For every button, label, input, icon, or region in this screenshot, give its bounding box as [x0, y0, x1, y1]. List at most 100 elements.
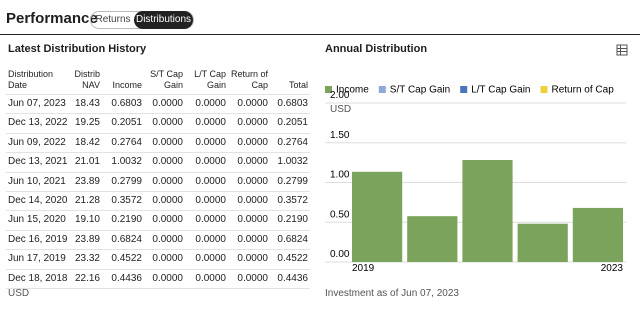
- table-cell: 0.0000: [237, 233, 268, 245]
- table-cell: 0.2190: [277, 214, 308, 226]
- table-cell: 0.0000: [195, 136, 226, 148]
- table-cell: Dec 14, 2020: [8, 195, 68, 206]
- table-cell: 0.0000: [237, 175, 268, 187]
- table-cell: 0.0000: [195, 233, 226, 245]
- table-cell: 0.2190: [111, 214, 142, 226]
- row-divider: [6, 152, 310, 154]
- page-title: Performance: [6, 10, 98, 27]
- table-cell: 0.0000: [152, 156, 183, 168]
- section-title: Latest Distribution History: [8, 43, 147, 55]
- y-tick-label: 1.50: [330, 130, 350, 141]
- tab-active[interactable]: Distributions: [134, 11, 193, 29]
- table-cell: Dec 13, 2022: [8, 117, 68, 129]
- row-divider: [6, 191, 310, 192]
- table-cell: 1.0032: [111, 156, 142, 168]
- table-cell: 0.0000: [237, 214, 268, 226]
- legend-label: L/T Cap Gain: [471, 85, 530, 96]
- table-cell: 23.89: [74, 233, 100, 245]
- table-cell: 0.0000: [237, 272, 268, 284]
- table-cell: Jun 17, 2019: [8, 253, 66, 265]
- column-header: Total: [288, 80, 308, 90]
- table-cell: 0.6803: [277, 98, 308, 109]
- row-divider: [6, 268, 310, 270]
- y-tick-label: 0.50: [330, 209, 350, 220]
- table-cell: 1.0032: [277, 156, 308, 168]
- y-unit: USD: [330, 104, 351, 115]
- table-cell: 0.0000: [237, 117, 268, 129]
- row-divider: [6, 171, 310, 173]
- table-cell: 0.2764: [111, 136, 142, 148]
- bar: [572, 207, 623, 262]
- tab[interactable]: Returns: [95, 14, 131, 25]
- table-cell: Jun 15, 2020: [8, 214, 66, 226]
- table-cell: 0.4522: [277, 253, 308, 265]
- legend-swatch: [460, 86, 468, 93]
- table-cell: 0.2051: [111, 117, 142, 129]
- table-cell: 0.0000: [195, 272, 226, 284]
- column-header: L/T Cap Gain: [194, 69, 226, 90]
- column-header: Return of Cap: [230, 69, 268, 90]
- y-tick-label: 2.00: [330, 90, 350, 101]
- row-divider: [6, 288, 310, 289]
- table-cell: 22.16: [74, 272, 100, 284]
- table-cell: 0.0000: [152, 98, 183, 109]
- table-cell: 18.42: [74, 136, 100, 148]
- table-cell: 21.01: [74, 156, 100, 168]
- column-header: S/T Cap Gain: [150, 69, 183, 90]
- chart-footnote: Investment as of Jun 07, 2023: [325, 288, 459, 299]
- table-cell: 0.2799: [277, 175, 308, 187]
- bar: [517, 223, 568, 262]
- table-cell: 0.0000: [195, 195, 226, 206]
- table-cell: 0.0000: [237, 253, 268, 265]
- x-tick-label: 2019: [352, 263, 375, 274]
- table-icon[interactable]: [616, 44, 628, 56]
- table-cell: 19.25: [74, 117, 100, 129]
- table-cell: 0.2799: [111, 175, 142, 187]
- table-cell: 0.2051: [277, 117, 308, 129]
- table-cell: 0.0000: [152, 253, 183, 265]
- table-cell: Jun 07, 2023: [8, 98, 66, 109]
- table-footnote: USD: [8, 288, 30, 299]
- bar: [462, 159, 513, 262]
- y-tick-label: 1.00: [330, 170, 350, 181]
- table-cell: 0.0000: [237, 136, 268, 148]
- table-cell: 0.0000: [152, 195, 183, 206]
- bar: [407, 216, 458, 262]
- table-cell: 0.4436: [111, 272, 142, 284]
- x-tick-label: 2023: [601, 263, 624, 274]
- table-cell: 0.0000: [152, 214, 183, 226]
- table-cell: 0.0000: [237, 156, 268, 168]
- y-tick-label: 0.00: [330, 249, 350, 260]
- row-divider: [6, 249, 310, 251]
- table-cell: 0.0000: [195, 214, 226, 226]
- row-divider: [6, 132, 310, 134]
- legend-label: S/T Cap Gain: [390, 85, 450, 96]
- legend-swatch: [325, 86, 332, 93]
- table-cell: 0.4522: [111, 253, 142, 265]
- legend-label: Return of Cap: [552, 85, 615, 96]
- table-cell: 23.32: [74, 253, 100, 265]
- chart-title: Annual Distribution: [325, 43, 428, 55]
- table-cell: 0.0000: [195, 98, 226, 109]
- table-cell: 0.0000: [195, 175, 226, 187]
- column-header: Distribution Date: [8, 69, 54, 90]
- column-header: Distrib NAV: [74, 69, 100, 90]
- legend-swatch: [378, 86, 386, 93]
- table-cell: 0.0000: [152, 233, 183, 245]
- table-cell: 0.2764: [277, 136, 308, 148]
- chart: Income S/T Cap Gain L/T Cap Gain Return of …: [325, 85, 626, 274]
- table-cell: 0.3572: [277, 195, 308, 206]
- row-divider: [6, 229, 310, 231]
- table-cell: Dec 16, 2019: [8, 233, 68, 245]
- table-cell: 0.0000: [152, 117, 183, 129]
- table-cell: Jun 09, 2022: [8, 136, 66, 148]
- table-cell: 0.0000: [152, 175, 183, 187]
- table-cell: 0.0000: [195, 156, 226, 168]
- table-cell: 23.89: [74, 175, 100, 187]
- table-cell: 18.43: [74, 98, 100, 109]
- table-cell: 0.0000: [152, 136, 183, 148]
- table-cell: 0.0000: [195, 117, 226, 129]
- table-cell: 0.4436: [277, 272, 308, 284]
- table-cell: 0.6824: [277, 233, 308, 245]
